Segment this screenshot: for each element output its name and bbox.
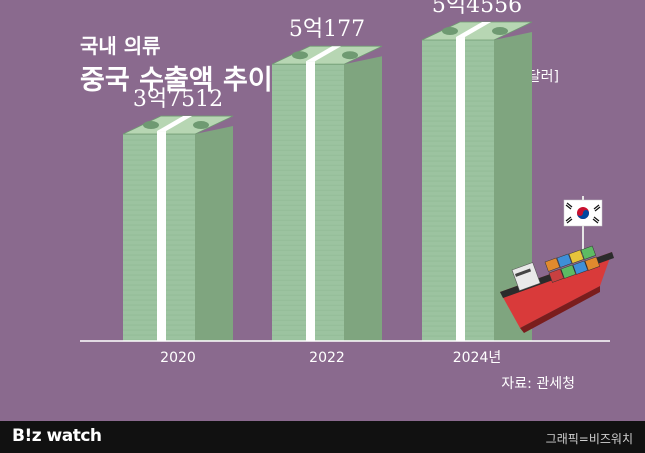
bars-group: 3억7512 2020 5억177 2022 5억4556 2024년 [122, 0, 533, 366]
money-band-top [456, 22, 491, 38]
bar-2022 [271, 45, 383, 341]
bill-portrait [492, 27, 508, 36]
bill-portrait [193, 121, 209, 130]
bizwatch-logo: B!z watch [12, 426, 102, 446]
chart-title: 중국 수출액 추이 [80, 65, 273, 96]
bar-side [195, 126, 233, 341]
money-band [306, 61, 315, 341]
bar-side [494, 32, 532, 341]
value-label: 3억7512 [133, 87, 223, 112]
graphic-credit: 그래픽=비즈워치 [545, 432, 633, 446]
value-label: 5억177 [289, 17, 365, 42]
korea-flag-icon [563, 199, 603, 227]
footer-bar: B!z watch 그래픽=비즈워치 [0, 421, 645, 453]
x-tick-label: 2024년 [453, 350, 502, 366]
bill-portrait [442, 27, 458, 36]
container-ship-icon [500, 196, 614, 333]
money-band-top [306, 46, 341, 62]
bill-portrait [143, 121, 159, 130]
value-label: 5억4556 [432, 0, 522, 18]
bar-side [344, 56, 382, 341]
x-tick-label: 2022 [309, 350, 345, 366]
bill-portrait [342, 51, 358, 60]
bill-portrait [292, 51, 308, 60]
money-band-top [157, 116, 192, 132]
money-band [157, 131, 166, 341]
bar-chart: 3억7512 2020 5억177 2022 5억4556 2024년 [80, 0, 614, 366]
bar-2024 [421, 21, 533, 341]
bar-2020 [122, 115, 234, 341]
chart-subtitle: 국내 의류 [80, 34, 161, 58]
source-note: 자료: 관세청 [501, 376, 575, 392]
money-band [456, 37, 465, 341]
x-tick-label: 2020 [160, 350, 196, 366]
